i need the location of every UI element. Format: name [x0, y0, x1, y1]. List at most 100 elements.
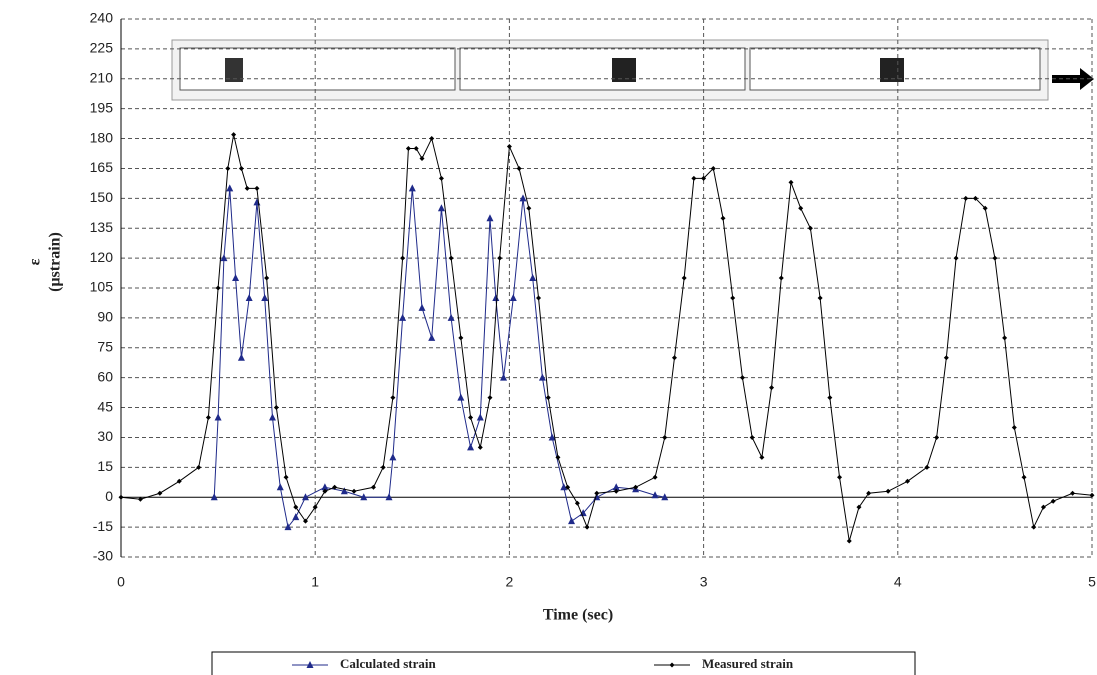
- marker: [214, 413, 222, 421]
- marker: [652, 474, 658, 480]
- marker: [574, 500, 580, 506]
- marker: [210, 493, 218, 501]
- marker: [568, 517, 576, 525]
- marker: [584, 524, 590, 530]
- x-axis-title: Time (sec): [543, 607, 613, 624]
- marker: [1011, 424, 1017, 430]
- marker: [428, 333, 436, 341]
- marker: [536, 295, 542, 301]
- marker: [885, 488, 891, 494]
- marker: [720, 215, 726, 221]
- y-axis-title: ε: [27, 258, 44, 265]
- marker: [953, 255, 959, 261]
- legend-box: [211, 651, 916, 675]
- marker: [846, 538, 852, 544]
- marker: [301, 493, 309, 501]
- marker: [458, 335, 464, 341]
- marker: [264, 275, 270, 281]
- marker: [662, 434, 668, 440]
- marker: [1050, 498, 1056, 504]
- marker: [137, 496, 143, 502]
- marker: [565, 484, 571, 490]
- x-tick-label: 4: [894, 574, 902, 590]
- marker: [613, 488, 619, 494]
- marker: [972, 195, 978, 201]
- marker: [205, 415, 211, 421]
- marker: [992, 255, 998, 261]
- marker: [226, 184, 234, 192]
- marker: [477, 444, 483, 450]
- marker: [321, 483, 329, 491]
- marker: [798, 205, 804, 211]
- y-tick-label: 210: [90, 69, 114, 85]
- marker: [225, 165, 231, 171]
- marker: [529, 274, 537, 282]
- marker: [380, 464, 386, 470]
- legend-marker: [669, 662, 675, 668]
- marker: [283, 474, 289, 480]
- marker: [982, 205, 988, 211]
- marker: [710, 165, 716, 171]
- y-tick-label: 135: [90, 219, 114, 235]
- marker: [651, 491, 659, 499]
- y-tick-label: 180: [90, 129, 114, 145]
- y-tick-label: 240: [90, 10, 114, 26]
- marker: [312, 504, 318, 510]
- marker: [340, 487, 348, 495]
- marker: [807, 225, 813, 231]
- marker: [487, 395, 493, 401]
- marker: [934, 434, 940, 440]
- marker: [506, 144, 512, 150]
- marker: [730, 295, 736, 301]
- marker: [701, 175, 707, 181]
- y-tick-label: 0: [105, 488, 113, 504]
- marker: [215, 285, 221, 291]
- marker: [447, 313, 455, 321]
- marker: [594, 490, 600, 496]
- marker: [500, 373, 508, 381]
- x-tick-label: 2: [506, 574, 514, 590]
- x-tick-label: 5: [1088, 574, 1096, 590]
- legend-label: Measured strain: [702, 656, 794, 671]
- marker: [302, 518, 308, 524]
- marker: [429, 136, 435, 142]
- marker: [476, 413, 484, 421]
- marker: [963, 195, 969, 201]
- marker: [671, 355, 677, 361]
- marker: [245, 293, 253, 301]
- marker: [220, 254, 228, 262]
- legend-marker: [306, 661, 314, 668]
- marker: [1031, 524, 1037, 530]
- marker: [788, 179, 794, 185]
- marker: [254, 185, 260, 191]
- marker: [538, 373, 546, 381]
- marker: [293, 504, 299, 510]
- marker: [681, 275, 687, 281]
- series-line: [213, 188, 665, 529]
- marker: [661, 493, 669, 501]
- marker: [438, 175, 444, 181]
- marker: [545, 395, 551, 401]
- marker: [448, 255, 454, 261]
- marker: [905, 478, 911, 484]
- marker: [526, 205, 532, 211]
- marker: [360, 493, 368, 501]
- marker: [237, 353, 245, 361]
- marker: [332, 484, 338, 490]
- y-tick-label: 195: [90, 99, 114, 115]
- marker: [633, 484, 639, 490]
- y-tick-label: 30: [97, 428, 113, 444]
- marker: [244, 185, 250, 191]
- marker: [253, 198, 261, 206]
- marker: [238, 165, 244, 171]
- marker: [560, 483, 568, 491]
- marker: [176, 478, 182, 484]
- marker: [778, 275, 784, 281]
- marker: [1021, 474, 1027, 480]
- marker: [943, 355, 949, 361]
- marker: [1089, 492, 1095, 498]
- marker: [419, 155, 425, 161]
- y-tick-label: 15: [97, 458, 113, 474]
- marker: [196, 464, 202, 470]
